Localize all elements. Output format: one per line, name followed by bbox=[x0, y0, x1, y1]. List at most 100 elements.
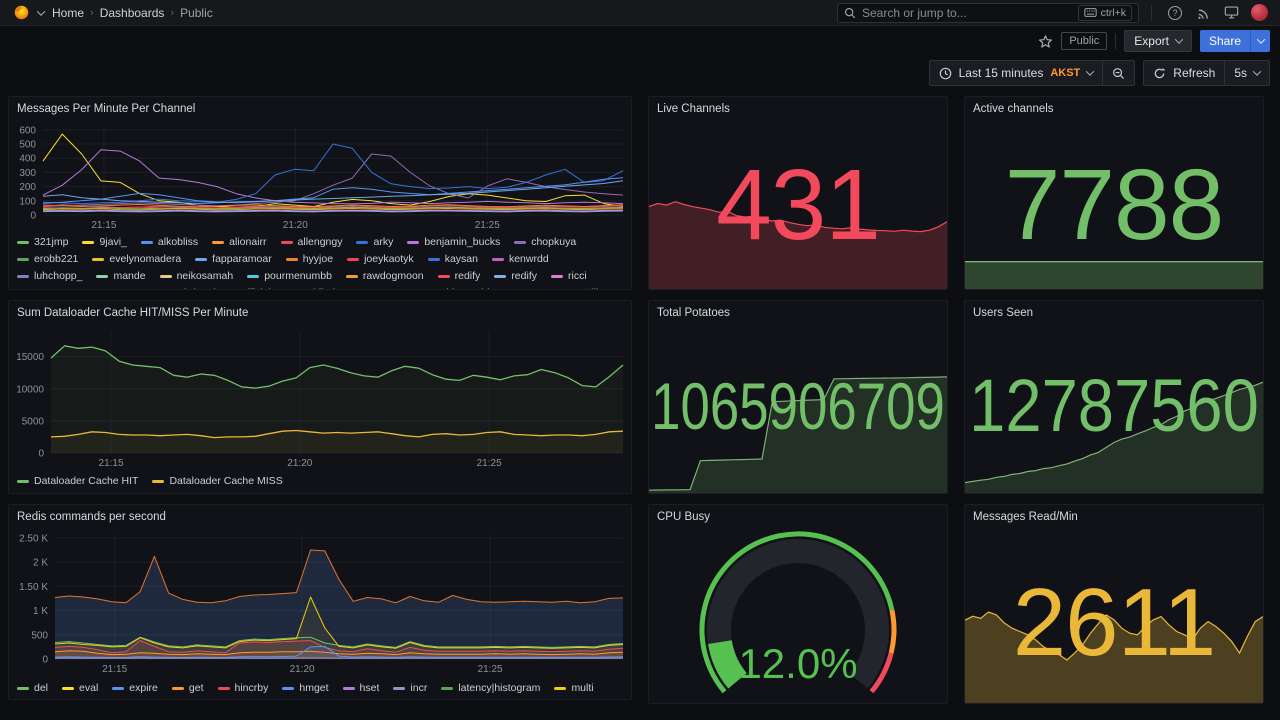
legend-item[interactable]: hset bbox=[342, 682, 379, 694]
legend-swatch bbox=[280, 240, 293, 244]
legend-item[interactable]: Dataloader Cache MISS bbox=[152, 475, 283, 487]
monitor-icon bbox=[1224, 6, 1238, 19]
legend-item[interactable]: rawdogmoon bbox=[345, 270, 424, 282]
legend-item[interactable]: vee bbox=[509, 287, 543, 289]
legend-item[interactable]: redify bbox=[437, 270, 480, 282]
panel-title[interactable]: Messages Per Minute Per Channel bbox=[17, 103, 196, 115]
legend-item[interactable]: alkobliss bbox=[140, 236, 199, 248]
refresh-interval-picker[interactable]: 5s bbox=[1224, 61, 1269, 85]
legend-item[interactable]: eval bbox=[62, 682, 98, 694]
legend-item[interactable]: neikosamah bbox=[159, 270, 233, 282]
keyboard-icon bbox=[1083, 8, 1097, 17]
legend-item[interactable]: luhchopp_ bbox=[17, 270, 82, 282]
legend-item[interactable]: kaysan bbox=[427, 253, 478, 265]
legend-label: luhchopp_ bbox=[34, 270, 83, 282]
svg-text:100: 100 bbox=[19, 196, 36, 207]
legend-item[interactable]: saidbubu bbox=[285, 287, 345, 289]
legend-item[interactable]: sabrinaalvarezofficial bbox=[156, 287, 271, 289]
time-range-picker[interactable]: Last 15 minutes AKST bbox=[930, 61, 1103, 85]
legend-item[interactable]: hincrby bbox=[217, 682, 268, 694]
breadcrumb-home[interactable]: Home bbox=[52, 5, 85, 20]
svg-text:21:15: 21:15 bbox=[99, 458, 124, 469]
panel-title[interactable]: Users Seen bbox=[973, 307, 1034, 319]
breadcrumb-public[interactable]: Public bbox=[180, 5, 213, 20]
legend-item[interactable]: Dataloader Cache HIT bbox=[17, 475, 138, 487]
share-label: Share bbox=[1208, 34, 1241, 48]
panel-title[interactable]: CPU Busy bbox=[657, 511, 711, 523]
panel-title[interactable]: Total Potatoes bbox=[657, 307, 730, 319]
legend-item[interactable]: mande bbox=[96, 270, 146, 282]
legend-item[interactable]: latency|histogram bbox=[441, 682, 540, 694]
panel-redis-commands: Redis commands per second 0 500 1 K 1.50 K 2… bbox=[8, 504, 632, 700]
legend-item[interactable]: fapparamoar bbox=[195, 253, 272, 265]
legend-item[interactable]: rnsmeer bbox=[17, 287, 73, 289]
help-button[interactable]: ? bbox=[1164, 2, 1186, 24]
share-button[interactable]: Share bbox=[1199, 30, 1250, 52]
legend-label: alkobliss bbox=[157, 236, 199, 248]
refresh-button[interactable]: Refresh bbox=[1144, 61, 1224, 85]
redis-chart[interactable]: 0 500 1 K 1.50 K 2 K 2.50 K 21:15 21:20 21:25 bbox=[9, 527, 631, 679]
legend-item[interactable]: kenwrdd bbox=[491, 253, 549, 265]
breadcrumb-dashboards[interactable]: Dashboards bbox=[99, 5, 165, 20]
legend-item[interactable]: benjamin_bucks bbox=[407, 236, 500, 248]
legend-label: kaysan bbox=[444, 253, 478, 265]
search-input[interactable]: Search or jump to... ctrl+k bbox=[837, 2, 1139, 23]
kiosk-mode-button[interactable] bbox=[1220, 2, 1242, 24]
legend-item[interactable]: pourmenumbb bbox=[247, 270, 332, 282]
legend-label: rnsmeer bbox=[104, 287, 143, 289]
legend-item[interactable]: joeykaotyk bbox=[347, 253, 414, 265]
panel-title[interactable]: Messages Read/Min bbox=[973, 511, 1078, 523]
legend-swatch bbox=[345, 274, 358, 278]
legend-item[interactable]: 9javi_ bbox=[82, 236, 127, 248]
cache-chart[interactable]: 0 5000 10000 15000 21:15 21:20 21:25 bbox=[9, 323, 631, 471]
legend-item[interactable]: arky bbox=[356, 236, 393, 248]
share-menu-button[interactable] bbox=[1250, 30, 1270, 52]
news-button[interactable] bbox=[1192, 2, 1214, 24]
legend-item[interactable]: incr bbox=[393, 682, 427, 694]
export-button[interactable]: Export bbox=[1124, 30, 1192, 52]
svg-text:21:15: 21:15 bbox=[102, 664, 127, 675]
svg-text:21:25: 21:25 bbox=[478, 664, 503, 675]
legend-item[interactable]: evelynomadera bbox=[92, 253, 181, 265]
svg-text:21:20: 21:20 bbox=[287, 458, 312, 469]
star-dashboard-button[interactable] bbox=[1038, 34, 1053, 49]
legend-swatch bbox=[285, 257, 298, 261]
actions-divider bbox=[1115, 33, 1117, 49]
panel-title[interactable]: Active channels bbox=[973, 103, 1054, 115]
panel-users-seen: Users Seen 12787560 bbox=[964, 300, 1264, 494]
legend-swatch bbox=[171, 686, 184, 690]
profile-button[interactable] bbox=[1248, 2, 1270, 24]
svg-text:600: 600 bbox=[19, 125, 36, 136]
legend-item[interactable]: multi bbox=[554, 682, 594, 694]
legend-item[interactable]: alionairr bbox=[212, 236, 267, 248]
zoom-out-time-button[interactable] bbox=[1102, 61, 1134, 85]
legend-item[interactable]: 321jmp bbox=[17, 236, 68, 248]
legend-item[interactable]: hmget bbox=[282, 682, 329, 694]
grafana-logo[interactable] bbox=[10, 2, 32, 24]
legend-item[interactable]: allengngy bbox=[280, 236, 342, 248]
legend-item[interactable]: redify bbox=[494, 270, 537, 282]
legend-item[interactable]: wudijo bbox=[557, 287, 604, 289]
legend-swatch bbox=[554, 686, 567, 690]
panel-title[interactable]: Redis commands per second bbox=[17, 511, 166, 523]
legend-item[interactable]: expire bbox=[112, 682, 158, 694]
legend-item[interactable]: chopkuya bbox=[514, 236, 576, 248]
svg-text:500: 500 bbox=[31, 630, 48, 641]
org-switcher-caret-icon[interactable] bbox=[36, 6, 46, 16]
svg-text:2.50 K: 2.50 K bbox=[19, 533, 48, 544]
legend-item[interactable]: stableronaldo bbox=[415, 287, 495, 289]
legend-item[interactable]: sayra bbox=[359, 287, 402, 289]
panel-title[interactable]: Sum Dataloader Cache HIT/MISS Per Minute bbox=[17, 307, 249, 319]
svg-text:400: 400 bbox=[19, 154, 36, 165]
legend-item[interactable]: get bbox=[171, 682, 204, 694]
legend-item[interactable]: ricci bbox=[551, 270, 587, 282]
nav-divider bbox=[1151, 4, 1152, 21]
legend-item[interactable]: erobb221 bbox=[17, 253, 78, 265]
legend-label: alionairr bbox=[229, 236, 267, 248]
mpm-chart[interactable]: 0 100 200 300 400 500 600 21:15 21:20 21:25 bbox=[9, 119, 631, 233]
legend-item[interactable]: hyyjoe bbox=[285, 253, 333, 265]
legend-item[interactable]: del bbox=[17, 682, 48, 694]
top-navbar: Home › Dashboards › Public Search or jum… bbox=[0, 0, 1280, 26]
panel-title[interactable]: Live Channels bbox=[657, 103, 730, 115]
legend-item[interactable]: rnsmeer bbox=[87, 287, 143, 289]
